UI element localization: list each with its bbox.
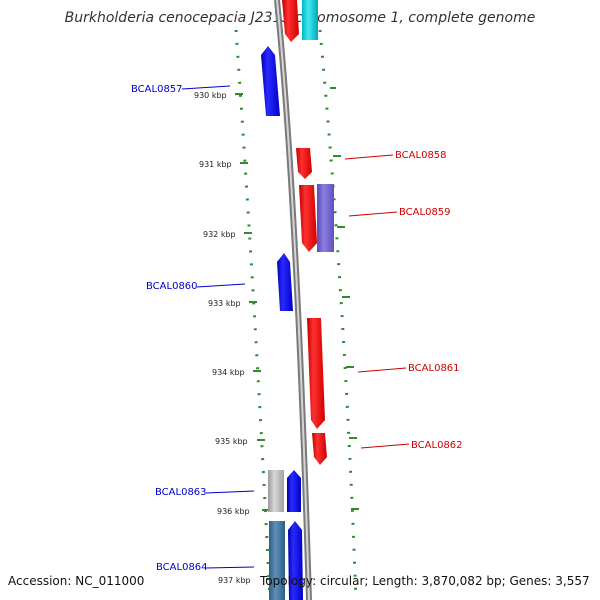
leader-bcal0862 (360, 443, 410, 449)
gene-label-bcal0864[interactable]: BCAL0864 (156, 562, 208, 573)
scale-label: 930 kbp (194, 91, 227, 100)
gene-label-bcal0861[interactable]: BCAL0861 (408, 363, 460, 374)
gene-label-bcal0863[interactable]: BCAL0863 (155, 487, 207, 498)
gene-bar-cyan[interactable] (302, 0, 318, 40)
gene-bar-purple[interactable] (317, 184, 334, 252)
map-title: Burkholderia cenocepacia J2315 chromosom… (64, 10, 536, 26)
scale-label: 934 kbp (212, 368, 245, 377)
topology-label: Topology: circular; Length: 3,870,082 bp… (260, 574, 590, 588)
scale-label: 936 kbp (217, 507, 250, 516)
scale-label: 935 kbp (215, 437, 248, 446)
leader-bcal0858 (344, 154, 394, 160)
gene-bar-gray[interactable] (268, 470, 284, 512)
gene-arrow-bcal0859[interactable] (299, 185, 317, 252)
scale-label: 937 kbp (218, 576, 251, 585)
scale-label: 931 kbp (199, 160, 232, 169)
gene-label-bcal0858[interactable]: BCAL0858 (395, 150, 447, 161)
gene-label-bcal0859[interactable]: BCAL0859 (399, 207, 451, 218)
gene-arrow-bcal0861[interactable] (307, 318, 325, 429)
scale-ticks (235, 87, 359, 580)
leader-bcal0859 (348, 211, 398, 217)
gene-label-bcal0860[interactable]: BCAL0860 (146, 281, 198, 292)
accession-label: Accession: NC_011000 (8, 574, 145, 588)
gene-arrow-bcal0862[interactable] (312, 433, 327, 465)
gene-arrow-red[interactable] (282, 0, 299, 42)
gene-label-bcal0857[interactable]: BCAL0857 (131, 84, 183, 95)
scale-label: 933 kbp (208, 299, 241, 308)
leader-bcal0864 (205, 566, 255, 569)
leader-bcal0861 (357, 367, 407, 373)
gene-arrow-bcal0858[interactable] (296, 148, 312, 179)
backbone-highlight (276, 0, 310, 600)
gene-label-bcal0862[interactable]: BCAL0862 (411, 440, 463, 451)
scale-label: 932 kbp (203, 230, 236, 239)
gene-arrow-bcal0863[interactable] (287, 470, 301, 512)
gene-bar-steel[interactable] (269, 521, 285, 600)
leader-bcal0863 (205, 490, 255, 494)
gene-arrow-bcal0864[interactable] (288, 521, 303, 600)
gene-arrow-bcal0857[interactable] (261, 46, 280, 116)
leader-bcal0857 (181, 85, 231, 90)
gene-arrow-bcal0860[interactable] (277, 253, 293, 311)
outer-dotted-line (318, 29, 358, 600)
leader-bcal0860 (196, 283, 246, 288)
